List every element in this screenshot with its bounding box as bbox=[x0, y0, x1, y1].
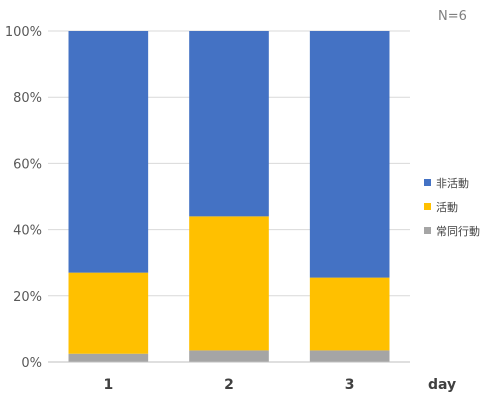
legend-swatch bbox=[424, 203, 431, 210]
y-axis-ticks: 0% 20% 40% 60% 80% 100% bbox=[5, 25, 42, 371]
bar-segment bbox=[68, 31, 149, 273]
y-tick-label: 100% bbox=[5, 25, 42, 40]
bar-segment bbox=[309, 31, 390, 278]
y-tick-label: 40% bbox=[13, 224, 42, 239]
legend-label: 常同行動 bbox=[436, 224, 480, 238]
x-tick-label: 3 bbox=[345, 377, 355, 393]
x-tick-label: 1 bbox=[103, 377, 113, 393]
legend-label: 非活動 bbox=[436, 176, 469, 190]
sample-size-annotation: N=6 bbox=[438, 9, 467, 24]
x-tick-label: 2 bbox=[224, 377, 234, 393]
y-tick-label: 20% bbox=[13, 290, 42, 305]
y-tick-label: 80% bbox=[13, 91, 42, 106]
legend-swatch bbox=[424, 227, 431, 234]
bar-segment bbox=[309, 350, 390, 362]
bar-segment bbox=[189, 31, 269, 217]
bars bbox=[68, 31, 390, 362]
x-axis-label: day bbox=[428, 377, 456, 393]
bar-segment bbox=[189, 216, 269, 351]
bar-segment bbox=[189, 350, 269, 362]
y-tick-label: 0% bbox=[21, 356, 42, 371]
x-axis-ticks: 1 2 3 bbox=[103, 377, 354, 393]
bar-segment bbox=[309, 277, 390, 351]
bar-segment bbox=[68, 353, 149, 362]
legend-label: 活動 bbox=[436, 200, 458, 214]
y-tick-label: 60% bbox=[13, 157, 42, 172]
bar-segment bbox=[68, 272, 149, 354]
legend-swatch bbox=[424, 179, 431, 186]
